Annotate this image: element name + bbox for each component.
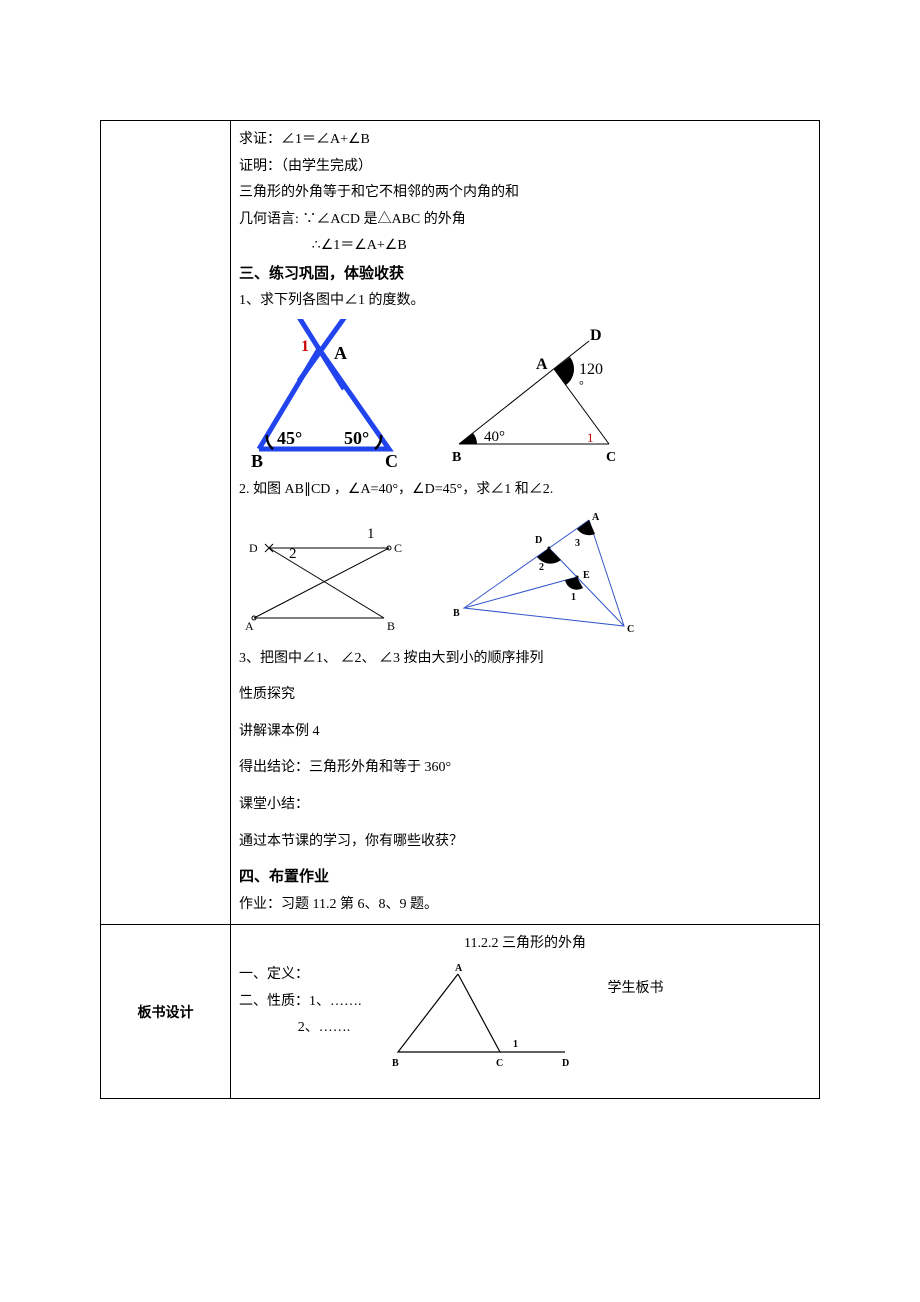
board-triangle xyxy=(398,974,500,1052)
section-3-heading: 三、练习巩固，体验收获 xyxy=(239,260,811,289)
line-theorem: 三角形的外角等于和它不相邻的两个内角的和 xyxy=(239,180,811,207)
line-BE-4 xyxy=(464,577,577,608)
board-A: A xyxy=(455,963,463,974)
angle-fill-B xyxy=(459,433,477,444)
angle-1-label: 1 xyxy=(301,338,309,355)
lang-prefix: 几何语言: xyxy=(239,212,302,227)
board-prop2: 2、……. xyxy=(239,1015,362,1042)
line-AC-3 xyxy=(254,548,389,618)
summary-q: 通过本节课的学习，你有哪些收获？ xyxy=(239,829,811,856)
label-D-4: D xyxy=(535,535,542,546)
label-3-4: 3 xyxy=(575,538,580,549)
section-4-heading: 四、布置作业 xyxy=(239,863,811,892)
lang-body: ∵∠ACD 是△ABC 的外角 xyxy=(302,212,465,227)
conclusion-text: 得出结论：三角形外角和等于 360° xyxy=(239,755,811,782)
row2-left-cell: 板书设计 xyxy=(101,925,231,1099)
triangle-4 xyxy=(464,520,624,626)
q2-figures: D C A B 1 2 xyxy=(239,508,811,638)
angle-B-val: 45° xyxy=(277,428,302,448)
row2-content-cell: 11.2.2 三角形的外角 一、定义： 二、性质：1、……. 2、……. A B… xyxy=(231,925,820,1099)
line-prove: 求证：∠1＝∠A+∠B xyxy=(239,127,811,154)
q1-text: 1、求下列各图中∠1 的度数。 xyxy=(239,288,811,315)
label-2-3: 2 xyxy=(289,546,297,562)
row1-content-cell: 求证：∠1＝∠A+∠B 证明：（由学生完成） 三角形的外角等于和它不相邻的两个内… xyxy=(231,121,820,925)
angle-C-val: 50° xyxy=(344,428,369,448)
q2-text: 2. 如图 AB∥CD ，∠A=40°，∠D=45°，求∠1 和∠2. xyxy=(239,477,811,504)
label-C-3: C xyxy=(394,541,402,555)
q1-figures: 1 A 45° 50° B C xyxy=(239,319,811,469)
explore-text: 性质探究 xyxy=(239,682,811,709)
figure-parallel: D C A B 1 2 xyxy=(239,508,419,638)
angle-B-val-2: 40° xyxy=(484,429,505,445)
board-prop1: 二、性质：1、……. xyxy=(239,989,362,1016)
board-title: 11.2.2 三角形的外角 xyxy=(239,931,811,958)
label-A-3: A xyxy=(245,619,254,633)
line-proof: 证明：（由学生完成） xyxy=(239,154,811,181)
vertex-B-2: B xyxy=(452,450,461,465)
example-text: 讲解课本例 4 xyxy=(239,719,811,746)
arc-E-4 xyxy=(565,577,583,590)
board-left: 一、定义： 二、性质：1、……. 2、……. xyxy=(239,962,362,1042)
summary-h: 课堂小结： xyxy=(239,792,811,819)
label-1-4: 1 xyxy=(571,592,576,603)
angle-D-val: 120 xyxy=(579,361,603,378)
vertex-A-2: A xyxy=(536,356,548,373)
board-student: 学生板书 xyxy=(608,962,664,1003)
label-E-4: E xyxy=(583,570,590,581)
label-2-4: 2 xyxy=(539,562,544,573)
label-B-3: B xyxy=(387,619,395,633)
line-BD xyxy=(459,341,589,444)
board-B: B xyxy=(392,1058,399,1069)
label-B-4: B xyxy=(453,608,460,619)
row1-left-cell xyxy=(101,121,231,925)
figure-triangle-thin: 1 A D B C 40° 120 ° xyxy=(444,319,644,469)
figure-triangle-blue: 1 A 45° 50° B C xyxy=(239,319,414,469)
vertex-A: A xyxy=(334,343,347,363)
board-1: 1 xyxy=(513,1039,518,1050)
label-1-3: 1 xyxy=(367,526,375,542)
line-lang1: 几何语言: ∵∠ACD 是△ABC 的外角 xyxy=(239,207,811,234)
label-A-4: A xyxy=(592,512,600,523)
line-lang2: ∴∠1＝∠A+∠B xyxy=(239,233,811,260)
vertex-C: C xyxy=(385,451,398,469)
board-D: D xyxy=(562,1058,569,1069)
label-C-4: C xyxy=(627,624,634,635)
homework-text: 作业：习题 11.2 第 6、8、9 题。 xyxy=(239,892,811,919)
board-def: 一、定义： xyxy=(239,962,362,989)
board-C: C xyxy=(496,1058,503,1069)
board-row: 一、定义： 二、性质：1、……. 2、……. A B C D 1 学生板书 xyxy=(239,962,811,1072)
vertex-C-2: C xyxy=(606,450,616,465)
board-spacer xyxy=(239,1072,811,1092)
angle-1-label-2: 1 xyxy=(587,430,594,445)
line-DB-3 xyxy=(269,548,384,618)
q3-text: 3、把图中∠1、 ∠2、 ∠3 按由大到小的顺序排列 xyxy=(239,646,811,673)
figure-cevians: A B C D E 1 2 3 xyxy=(449,508,649,638)
label-D-3: D xyxy=(249,541,258,555)
board-figure: A B C D 1 xyxy=(380,962,590,1072)
page: 求证：∠1＝∠A+∠B 证明：（由学生完成） 三角形的外角等于和它不相邻的两个内… xyxy=(0,0,920,1302)
lesson-table: 求证：∠1＝∠A+∠B 证明：（由学生完成） 三角形的外角等于和它不相邻的两个内… xyxy=(100,120,820,1099)
vertex-B: B xyxy=(251,451,263,469)
angle-D-deg: ° xyxy=(579,378,584,392)
vertex-D-2: D xyxy=(590,327,602,344)
